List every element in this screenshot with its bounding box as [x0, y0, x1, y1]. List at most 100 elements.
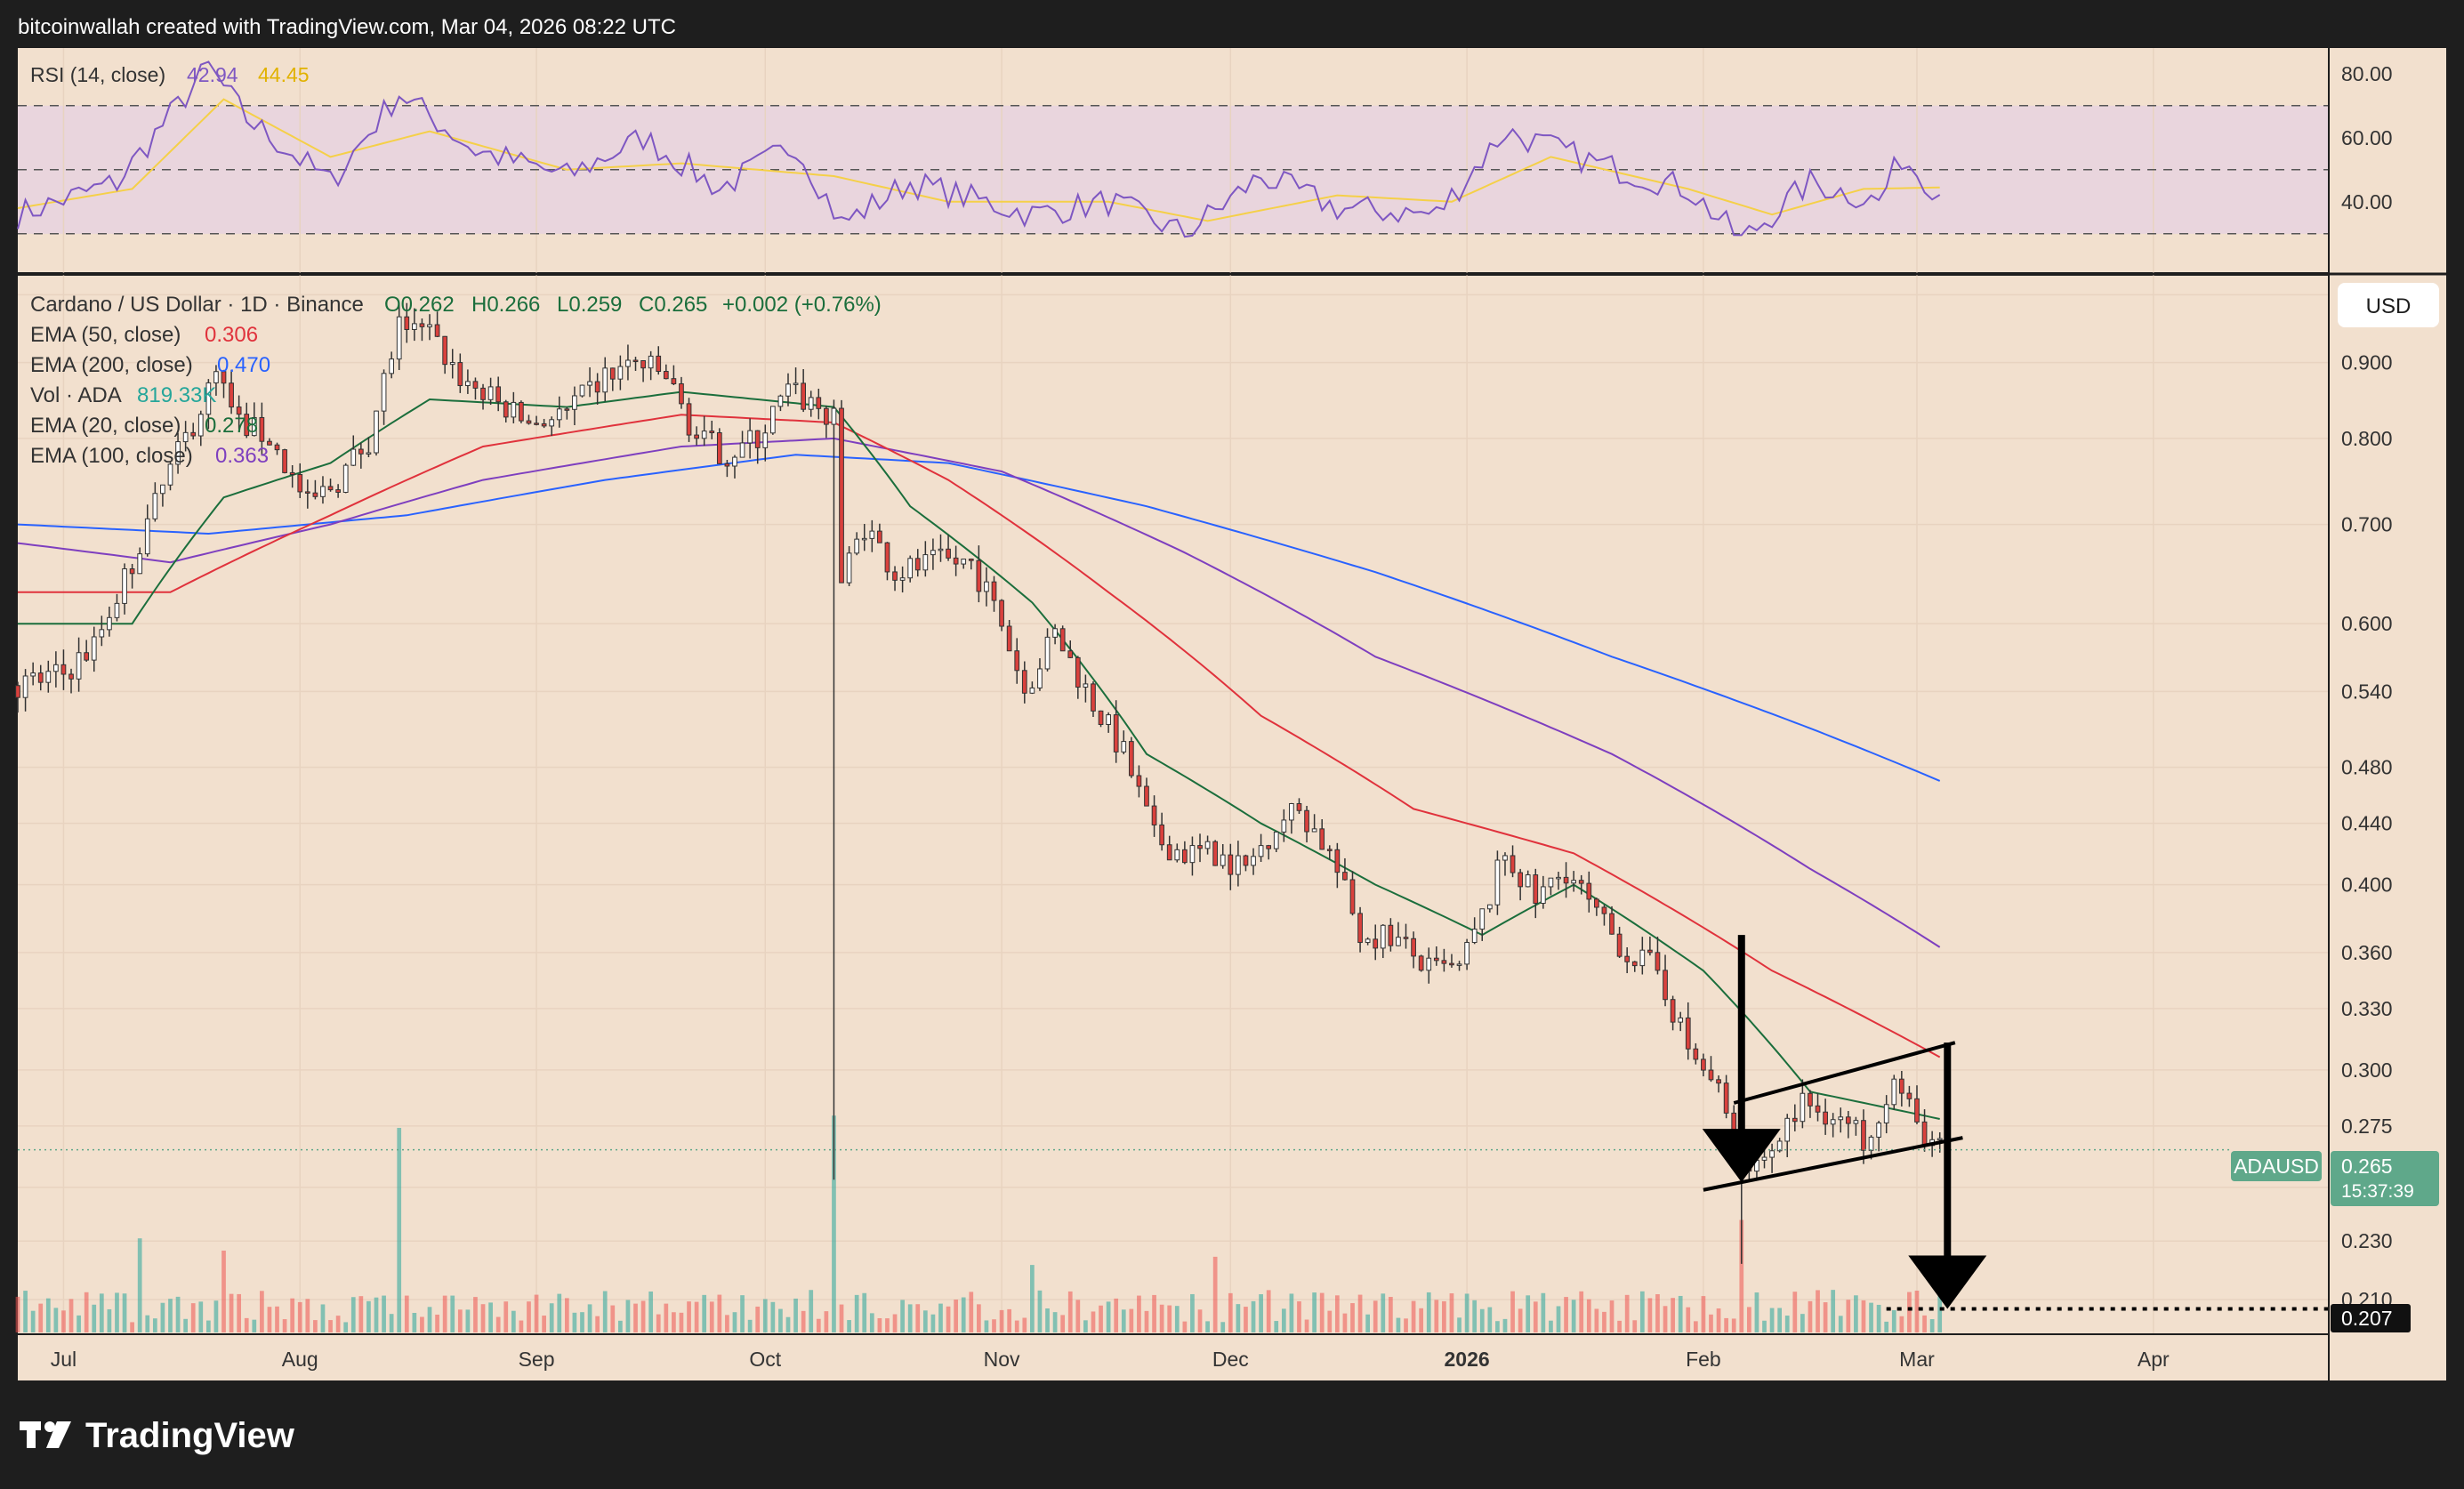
candle-body	[1540, 886, 1546, 905]
candle-body	[236, 406, 242, 415]
volume-bar	[625, 1300, 631, 1332]
candle-body	[846, 552, 852, 584]
volume-bar	[1045, 1308, 1050, 1332]
volume-bar	[1396, 1317, 1401, 1332]
indicator-ema200-label[interactable]: EMA (200, close)	[30, 353, 193, 377]
candle-body	[1166, 844, 1172, 861]
volume-bar	[656, 1314, 661, 1332]
candle-body	[122, 568, 127, 604]
candle-body	[762, 432, 769, 448]
volume-bar	[1167, 1305, 1172, 1332]
candle-body	[1631, 961, 1638, 967]
volume-bar	[915, 1304, 921, 1332]
candle-body	[754, 430, 761, 448]
time-axis-label: Oct	[749, 1348, 781, 1371]
indicator-ema100-label[interactable]: EMA (100, close)	[30, 444, 193, 468]
rsi-legend: RSI (14, close) 42.94 44.45	[30, 63, 310, 86]
volume-bar	[1389, 1297, 1393, 1332]
indicator-ema50-label[interactable]: EMA (50, close)	[30, 323, 181, 347]
candle-body	[350, 448, 357, 466]
time-axis-label: Dec	[1212, 1348, 1249, 1371]
candle-body	[1075, 656, 1081, 688]
candle-body	[342, 464, 349, 493]
candle-body	[686, 403, 692, 436]
candle-body	[1815, 1105, 1821, 1113]
candle-body	[1411, 938, 1416, 957]
rsi-label: RSI (14, close)	[30, 63, 165, 86]
volume-bar	[610, 1305, 616, 1332]
candle-body	[1883, 1104, 1889, 1123]
volume-bar	[1709, 1314, 1713, 1332]
ohlc-open: O0.262	[384, 293, 455, 317]
volume-bar	[1037, 1290, 1043, 1332]
candle-body	[1784, 1117, 1791, 1142]
volume-bar	[1129, 1308, 1134, 1332]
candle-body	[289, 471, 295, 476]
candle-body	[1281, 819, 1287, 833]
price-axis-label: 0.330	[2341, 997, 2393, 1020]
currency-button-label[interactable]: USD	[2366, 294, 2412, 318]
volume-bar	[946, 1306, 951, 1332]
volume-bar	[1091, 1311, 1096, 1332]
candle-body	[594, 381, 600, 393]
candle-body	[1144, 785, 1149, 807]
volume-bar	[732, 1312, 737, 1332]
candle-body	[1311, 828, 1317, 833]
volume-bar	[1716, 1308, 1721, 1332]
current-price-label: 0.265	[2341, 1155, 2393, 1178]
candle-body	[320, 486, 326, 497]
candle-body	[472, 381, 479, 389]
price-axis-label: 0.800	[2341, 427, 2393, 450]
volume-bar	[1846, 1300, 1851, 1332]
volume-bar	[1327, 1310, 1333, 1332]
candle-body	[137, 553, 143, 575]
indicator-ema100-value: 0.363	[215, 444, 269, 468]
volume-bar	[1686, 1307, 1691, 1332]
volume-bar	[534, 1294, 539, 1332]
ohlc-close: C0.265	[639, 293, 707, 317]
volume-bar	[602, 1291, 608, 1332]
volume-bar	[152, 1318, 157, 1332]
candle-body	[511, 401, 517, 418]
candle-body	[549, 419, 555, 427]
volume-bar	[389, 1314, 394, 1332]
volume-bar	[244, 1317, 249, 1332]
volume-bar	[1228, 1292, 1233, 1332]
candle-body	[389, 358, 394, 374]
candle-body	[259, 416, 265, 442]
price-axis-label: 0.700	[2341, 513, 2393, 536]
volume-bar	[1350, 1303, 1355, 1332]
candle-body	[1678, 1017, 1684, 1023]
candle-body	[1236, 855, 1241, 875]
indicator-volume-label[interactable]: Vol · ADA	[30, 383, 122, 407]
candle-body	[30, 672, 36, 677]
candle-body	[984, 581, 989, 592]
symbol-title[interactable]: Cardano / US Dollar · 1D · Binance	[30, 293, 364, 317]
candle-body	[694, 434, 699, 439]
indicator-ema20-label[interactable]: EMA (20, close)	[30, 414, 181, 438]
candle-body	[1136, 775, 1142, 787]
volume-bar	[809, 1290, 814, 1332]
candle-body	[1128, 741, 1134, 777]
candle-body	[1601, 906, 1607, 914]
candle-body	[656, 355, 662, 373]
candle-body	[1876, 1122, 1881, 1138]
volume-bar	[260, 1291, 264, 1332]
volume-bar	[1579, 1291, 1584, 1332]
currency-button[interactable]: USD	[2338, 283, 2439, 327]
candle-body	[1701, 1058, 1706, 1071]
candle-body	[747, 430, 753, 444]
volume-bar	[115, 1292, 119, 1332]
volume-bar	[824, 1311, 829, 1332]
candle-body	[182, 431, 189, 443]
rsi-layer	[17, 60, 2329, 238]
ohlc-change: +0.002 (+0.76%)	[722, 293, 882, 317]
volume-bar	[1624, 1294, 1630, 1332]
volume-bar	[76, 1315, 81, 1332]
candle-body	[114, 602, 120, 618]
volume-bar	[1137, 1295, 1141, 1332]
candle-body	[579, 384, 585, 397]
volume-bar	[366, 1300, 371, 1332]
volume-bar	[907, 1304, 913, 1332]
candle-body	[1486, 904, 1493, 910]
